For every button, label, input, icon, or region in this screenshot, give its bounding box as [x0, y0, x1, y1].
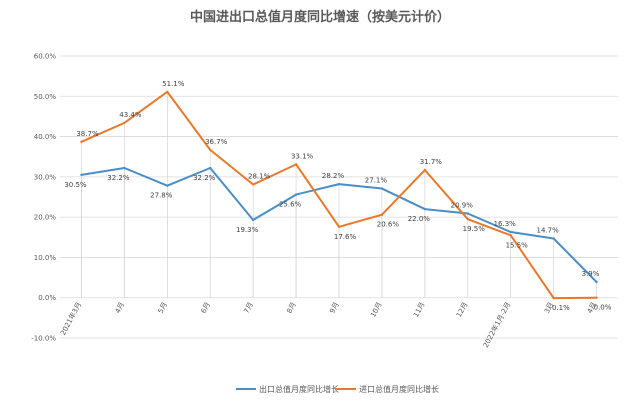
data-point [337, 225, 341, 229]
data-label: 27.8% [150, 192, 173, 200]
x-tick-label: 12月 [455, 301, 470, 319]
data-point [209, 148, 212, 152]
data-label: 19.5% [463, 225, 486, 233]
x-tick-label: 6月 [200, 301, 212, 315]
data-label: 33.1% [291, 152, 314, 160]
data-label: 36.7% [205, 138, 228, 146]
data-label: 15.5% [506, 241, 529, 249]
data-point [380, 187, 384, 190]
data-label: 43.4% [119, 111, 142, 119]
x-tick-label: 5月 [157, 301, 169, 315]
data-label: 14.7% [536, 226, 559, 234]
data-label: 28.2% [322, 172, 345, 180]
data-point [294, 193, 298, 196]
data-label: 32.2% [107, 174, 130, 182]
data-label: 0.0% [594, 304, 612, 312]
data-label: 22.0% [408, 215, 431, 223]
data-point [251, 218, 255, 222]
data-label: 30.5% [64, 181, 87, 189]
x-tick-label: 2021年3月 [58, 300, 83, 336]
data-point [466, 217, 469, 221]
x-tick-label: 8月 [285, 301, 297, 315]
data-label: 16.3% [494, 220, 517, 228]
data-point [80, 173, 83, 177]
data-point [337, 182, 341, 186]
chart-title: 中国进出口总值月度同比增速（按美元计价） [189, 10, 450, 25]
x-tick-label: 2022年1月-2月 [481, 300, 513, 349]
data-label: 20.6% [377, 221, 400, 229]
legend-label: 出口总值月度同比增长 [259, 384, 339, 394]
y-tick-label: 0.0% [38, 294, 56, 302]
data-label: -0.1% [549, 304, 570, 312]
data-point [552, 237, 555, 240]
data-point [595, 280, 598, 284]
y-tick-label: 10.0% [34, 254, 57, 262]
data-point [123, 121, 126, 125]
data-point [509, 234, 512, 237]
data-point [423, 168, 427, 172]
data-point [294, 163, 298, 166]
data-label: 31.7% [420, 158, 443, 166]
data-point [166, 184, 169, 187]
data-label: 17.6% [334, 233, 357, 241]
data-point [209, 166, 212, 170]
data-point [380, 213, 384, 216]
data-point [466, 212, 469, 215]
y-tick-label: 50.0% [34, 93, 57, 101]
data-label: 20.9% [451, 202, 474, 210]
data-label: 3.9% [582, 270, 600, 278]
y-tick-label: 30.0% [34, 173, 57, 181]
x-tick-label: 9月 [328, 301, 340, 315]
y-tick-label: 60.0% [34, 53, 57, 61]
data-label: 51.1% [162, 80, 185, 88]
data-point [509, 230, 512, 234]
x-tick-label: 10月 [369, 301, 384, 319]
data-label: 25.6% [279, 201, 302, 209]
data-point [423, 207, 427, 211]
data-point [552, 296, 555, 300]
legend-label: 进口总值月度同比增长 [359, 384, 439, 394]
y-tick-label: 40.0% [34, 133, 57, 141]
y-tick-label: -10.0% [31, 335, 56, 343]
x-tick-label: 7月 [242, 301, 254, 315]
x-tick-label: 4月 [114, 301, 126, 315]
data-point [123, 166, 126, 170]
data-point [595, 296, 598, 299]
data-label: 32.2% [193, 174, 216, 182]
data-label: 19.3% [236, 226, 259, 234]
data-label: 28.1% [248, 173, 271, 181]
data-point [251, 183, 255, 186]
data-point [80, 140, 83, 144]
data-label: 38.7% [76, 130, 99, 138]
y-tick-label: 20.0% [34, 214, 57, 222]
data-label: 27.1% [365, 177, 388, 185]
data-point [166, 90, 169, 94]
x-tick-label: 11月 [412, 301, 427, 319]
